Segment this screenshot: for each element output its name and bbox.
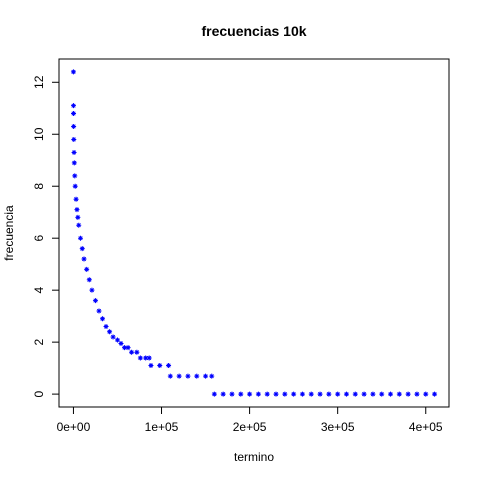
point [74,207,80,213]
x-axis-label: termino [234,450,274,464]
point [148,363,154,369]
point [96,308,102,314]
point [75,214,81,220]
point [81,256,87,262]
point [247,391,253,397]
point [264,391,270,397]
point [203,373,209,379]
y-tick-label: 4 [32,287,46,294]
point [71,160,77,166]
point [209,373,215,379]
point [176,373,182,379]
point [317,391,323,397]
point [157,363,163,369]
point [396,391,402,397]
point [107,329,113,335]
point [335,391,341,397]
y-tick-label: 0 [32,390,46,397]
point [137,355,143,361]
point [71,123,77,129]
x-tick-label: 2e+05 [233,420,267,434]
point [414,391,420,397]
point [84,266,90,272]
point [432,391,438,397]
plot-frame [58,58,450,408]
point [100,316,106,322]
point [125,345,131,351]
point [70,69,76,75]
point [229,391,235,397]
point [238,391,244,397]
point [282,391,288,397]
point [71,149,77,155]
point [379,391,385,397]
point [361,391,367,397]
point [92,298,98,304]
point [370,391,376,397]
point [76,222,82,228]
point [73,196,79,202]
point [211,391,217,397]
point [185,373,191,379]
point [146,355,152,361]
x-tick-label: 4e+05 [409,420,443,434]
point [352,391,358,397]
point [423,391,429,397]
point [86,277,92,283]
point [79,246,85,252]
point [405,391,411,397]
point [70,103,76,109]
x-tick-label: 0e+00 [57,420,91,434]
point [129,349,135,355]
point [291,391,297,397]
point [89,287,95,293]
point [255,391,261,397]
point [114,337,120,343]
y-tick-label: 12 [32,75,46,89]
point [72,183,78,189]
point [77,235,83,241]
point [72,173,78,179]
chart-title: frecuencias 10k [201,23,306,39]
y-axis-label: frecuencia [2,205,16,261]
x-tick-label: 3e+05 [321,420,355,434]
point [273,391,279,397]
point [194,373,200,379]
point [326,391,332,397]
y-tick-label: 10 [32,127,46,141]
point [71,136,77,142]
point [122,345,128,351]
point [110,334,116,340]
point [388,391,394,397]
point [167,373,173,379]
point [343,391,349,397]
point [220,391,226,397]
y-tick-label: 2 [32,338,46,345]
point [71,110,77,116]
point [143,355,149,361]
point [299,391,305,397]
point [308,391,314,397]
x-tick-label: 1e+05 [145,420,179,434]
point [166,363,172,369]
y-tick-label: 8 [32,183,46,190]
y-tick-label: 6 [32,235,46,242]
point [134,349,140,355]
point [118,340,124,346]
point [103,324,109,330]
